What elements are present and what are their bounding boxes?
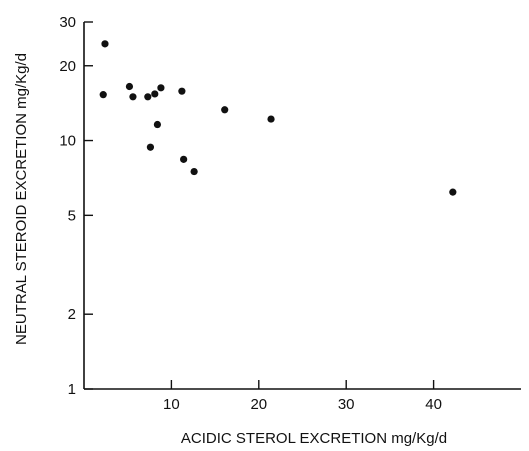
data-point xyxy=(449,189,456,196)
data-point xyxy=(157,84,164,91)
data-point xyxy=(267,115,274,122)
data-point xyxy=(221,106,228,113)
y-ticks: 1 2 5 10 20 30 xyxy=(59,14,93,398)
y-tick-label: 30 xyxy=(59,14,76,31)
data-point xyxy=(151,90,158,97)
data-point xyxy=(144,93,151,100)
data-point xyxy=(129,93,136,100)
axes xyxy=(84,22,521,389)
x-ticks: 10 20 30 40 xyxy=(163,380,442,413)
y-axis-title: NEUTRAL STEROID EXCRETION mg/Kg/d xyxy=(13,53,30,345)
y-tick-label: 20 xyxy=(59,58,76,75)
x-tick-label: 20 xyxy=(250,396,267,413)
y-tick-label: 5 xyxy=(68,207,76,224)
data-point xyxy=(178,88,185,95)
y-tick-label: 2 xyxy=(68,306,76,323)
data-points xyxy=(100,40,457,195)
x-axis-title: ACIDIC STEROL EXCRETION mg/Kg/d xyxy=(181,430,447,447)
y-tick-label: 1 xyxy=(68,381,76,398)
data-point xyxy=(101,40,108,47)
data-point xyxy=(100,91,107,98)
data-point xyxy=(126,83,133,90)
data-point xyxy=(147,144,154,151)
x-tick-label: 30 xyxy=(338,396,355,413)
data-point xyxy=(154,121,161,128)
data-point xyxy=(191,168,198,175)
y-tick-label: 10 xyxy=(59,133,76,150)
x-tick-label: 10 xyxy=(163,396,180,413)
x-tick-label: 40 xyxy=(425,396,442,413)
data-point xyxy=(180,156,187,163)
